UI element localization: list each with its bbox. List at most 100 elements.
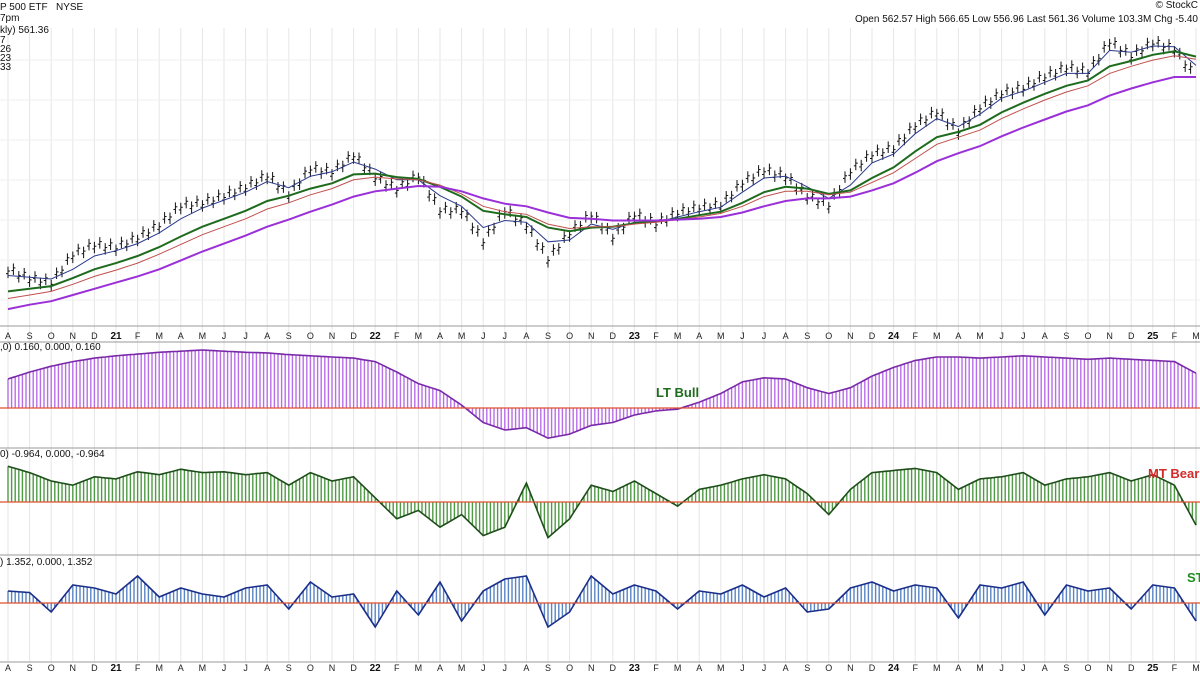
x-tick-label: O xyxy=(48,663,55,673)
x-tick-label: N xyxy=(70,331,77,341)
x-tick-label: F xyxy=(135,331,141,341)
ma-line-33 xyxy=(7,76,1196,311)
x-tick-label: N xyxy=(70,663,77,673)
x-tick-label: A xyxy=(1042,331,1048,341)
x-tick-label: J xyxy=(1021,663,1026,673)
x-tick-label: A xyxy=(178,331,184,341)
ma-legend-red: 23 xyxy=(0,53,12,64)
x-tick-label: O xyxy=(825,663,832,673)
time-label: 7pm xyxy=(0,13,19,24)
x-tick-label: M xyxy=(155,663,163,673)
x-tick-label: S xyxy=(804,331,810,341)
x-tick-label: A xyxy=(955,331,961,341)
x-tick-label: N xyxy=(1106,663,1113,673)
watermark: © StockC xyxy=(1156,0,1198,11)
x-tick-label: S xyxy=(27,331,33,341)
x-tick-label: M xyxy=(933,663,941,673)
lt-panel xyxy=(0,349,1200,440)
x-tick-label: D xyxy=(350,331,357,341)
x-tick-label: J xyxy=(481,331,486,341)
x-tick-label: J xyxy=(481,663,486,673)
x-tick-label: F xyxy=(394,663,400,673)
x-tick-label: J xyxy=(243,663,248,673)
lt-legend: ,0) 0.160, 0.000, 0.160 xyxy=(0,342,101,353)
x-tick-label: J xyxy=(740,331,745,341)
x-tick-label: J xyxy=(222,663,227,673)
x-tick-label: D xyxy=(610,663,617,673)
x-tick-label: J xyxy=(1021,331,1026,341)
x-tick-label: F xyxy=(1172,331,1178,341)
x-tick-label: J xyxy=(762,331,767,341)
x-tick-label: A xyxy=(783,331,789,341)
x-tick-label: M xyxy=(1192,663,1200,673)
mt-outline xyxy=(7,465,1197,540)
x-tick-label: M xyxy=(458,331,466,341)
x-tick-label: F xyxy=(135,663,141,673)
price-legend: kly) 561.36 xyxy=(0,25,49,36)
x-tick-label: M xyxy=(458,663,466,673)
x-tick-label: O xyxy=(566,331,573,341)
x-tick-label: M xyxy=(976,663,984,673)
panel-separators xyxy=(0,325,1200,663)
x-tick-label: S xyxy=(286,663,292,673)
x-tick-label: 21 xyxy=(110,663,122,674)
x-tick-label: M xyxy=(415,331,423,341)
x-tick-label: F xyxy=(1172,663,1178,673)
mt-label: MT Bear xyxy=(1148,466,1199,481)
x-tick-label: N xyxy=(847,663,854,673)
x-tick-label: N xyxy=(588,331,595,341)
x-tick-label: M xyxy=(199,663,207,673)
x-tick-label: D xyxy=(869,331,876,341)
x-tick-label: 23 xyxy=(629,331,641,342)
x-tick-label: M xyxy=(717,663,725,673)
x-tick-label: O xyxy=(307,331,314,341)
quote-line: Open 562.57 High 566.65 Low 556.96 Last … xyxy=(855,14,1198,25)
x-tick-label: A xyxy=(5,331,11,341)
x-tick-label: J xyxy=(243,331,248,341)
gridlines xyxy=(0,28,1200,662)
x-tick-label: D xyxy=(91,663,98,673)
chart-title: P 500 ETF xyxy=(0,2,48,13)
x-tick-label: A xyxy=(955,663,961,673)
x-tick-label: D xyxy=(350,663,357,673)
x-tick-label: F xyxy=(912,331,918,341)
x-tick-label: D xyxy=(1128,663,1135,673)
x-tick-label: A xyxy=(1042,663,1048,673)
x-tick-label: O xyxy=(1084,331,1091,341)
x-tick-label: A xyxy=(178,663,184,673)
x-tick-label: N xyxy=(329,331,336,341)
x-tick-label: 24 xyxy=(888,331,900,342)
x-tick-label: S xyxy=(804,663,810,673)
x-tick-label: J xyxy=(999,331,1004,341)
mt-panel xyxy=(0,465,1200,540)
x-tick-label: M xyxy=(717,331,725,341)
x-tick-label: A xyxy=(696,331,702,341)
st-panel xyxy=(0,574,1200,629)
x-tick-label: O xyxy=(825,331,832,341)
x-tick-label: M xyxy=(1192,331,1200,341)
x-axis-bottom: A S O N D 21 F M A M J J A S O N D 22 F M A M J J A S O N D 23 F M A M J J A… xyxy=(5,663,1200,674)
x-tick-label: N xyxy=(1106,331,1113,341)
x-tick-label: N xyxy=(588,663,595,673)
lt-label: LT Bull xyxy=(656,385,699,400)
exchange-label: NYSE xyxy=(56,2,84,13)
x-tick-label: A xyxy=(523,331,529,341)
ma-legend-fast: 7 xyxy=(0,35,6,46)
x-axis-top: A S O N D 21 F M A M J J A S O N D 22 F M A M J J A S O N D 23 F M A M J J A… xyxy=(5,331,1200,342)
x-tick-label: 22 xyxy=(370,663,382,674)
x-tick-label: M xyxy=(415,663,423,673)
x-tick-label: J xyxy=(222,331,227,341)
st-outline xyxy=(7,574,1197,629)
x-tick-label: S xyxy=(545,663,551,673)
x-tick-label: S xyxy=(545,331,551,341)
x-tick-label: F xyxy=(394,331,400,341)
moving-average-lines xyxy=(7,45,1197,311)
mt-legend: 0) -0.964, 0.000, -0.964 xyxy=(0,449,105,460)
x-tick-label: A xyxy=(264,663,270,673)
x-tick-label: 24 xyxy=(888,663,900,674)
x-tick-label: S xyxy=(286,331,292,341)
ma-line-23 xyxy=(7,55,1197,299)
x-tick-label: J xyxy=(999,663,1004,673)
x-tick-label: A xyxy=(783,663,789,673)
x-tick-label: A xyxy=(437,331,443,341)
